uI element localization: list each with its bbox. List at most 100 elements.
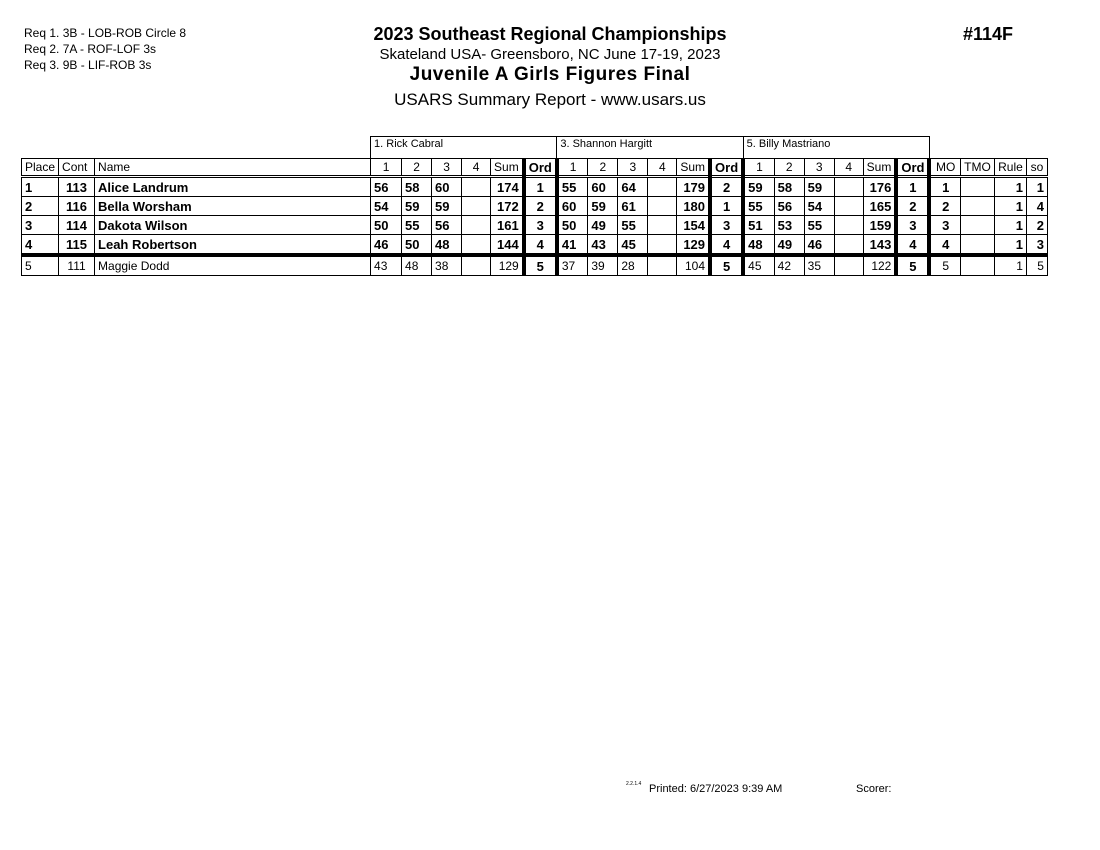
col-judge-1: 1 [556, 158, 589, 178]
table-row: 1 113 Alice Landrum 56 58 60 174 1 55 60 64 179 2 59 5… [20, 176, 1048, 197]
ordinal-cell: 5 [894, 253, 932, 276]
score-cell: 41 [556, 234, 589, 256]
score-cell [833, 176, 864, 197]
score-cell: 58 [773, 176, 805, 197]
col-judge-ord: Ord [521, 158, 559, 178]
place-cell: 5 [20, 253, 60, 276]
col-judge-2: 2 [773, 158, 805, 178]
score-cell: 38 [431, 253, 463, 276]
tmo-cell [959, 176, 995, 197]
score-cell: 58 [401, 176, 433, 197]
scorer-label: Scorer: [856, 783, 892, 795]
score-cell: 64 [617, 176, 649, 197]
col-judge-1: 1 [742, 158, 775, 178]
skater-name: Maggie Dodd [94, 253, 372, 276]
score-cell: 56 [773, 196, 805, 216]
col-rule: Rule [993, 158, 1027, 178]
score-cell: 48 [401, 253, 433, 276]
score-cell: 46 [370, 234, 403, 256]
sum-cell: 144 [490, 234, 525, 256]
ordinal-cell: 5 [521, 253, 559, 276]
col-judge-3: 3 [431, 158, 463, 178]
table-row: 5 111 Maggie Dodd 43 48 38 129 5 37 39 28 104 5 45 42 3… [20, 253, 1048, 276]
score-cell [461, 215, 492, 235]
event-title: Juvenile A Girls Figures Final [409, 64, 691, 85]
cont-cell: 114 [58, 215, 96, 235]
score-cell [647, 234, 678, 256]
col-judge-1: 1 [370, 158, 403, 178]
score-cell: 56 [370, 176, 403, 197]
so-cell: 3 [1025, 234, 1048, 256]
score-cell: 60 [431, 176, 463, 197]
so-cell: 2 [1025, 215, 1048, 235]
sum-cell: 129 [676, 234, 711, 256]
score-cell: 50 [401, 234, 433, 256]
place-cell: 3 [20, 215, 60, 235]
sum-cell: 122 [862, 253, 897, 276]
skater-name: Alice Landrum [94, 176, 372, 197]
col-judge-sum: Sum [490, 158, 525, 178]
col-judge-sum: Sum [862, 158, 897, 178]
judge-name: 1. Rick Cabral [370, 136, 558, 159]
col-place: Place [20, 158, 60, 178]
score-cell [833, 215, 864, 235]
sum-cell: 179 [676, 176, 711, 197]
place-cell: 4 [20, 234, 60, 256]
sum-cell: 165 [862, 196, 897, 216]
cont-cell: 115 [58, 234, 96, 256]
cont-cell: 111 [58, 253, 96, 276]
col-cont: Cont [58, 158, 96, 178]
score-cell: 55 [556, 176, 589, 197]
col-mo: MO [928, 158, 961, 178]
score-cell [461, 176, 492, 197]
judge-header-row: 1. Rick Cabral 3. Shannon Hargitt 5. Billy… [22, 136, 1048, 159]
tmo-cell [959, 196, 995, 216]
skater-name: Dakota Wilson [94, 215, 372, 235]
ordinal-cell: 1 [521, 176, 559, 197]
score-cell: 28 [617, 253, 649, 276]
sum-cell: 180 [676, 196, 711, 216]
score-cell: 50 [556, 215, 589, 235]
mo-cell: 3 [928, 215, 961, 235]
tmo-cell [959, 234, 995, 256]
so-cell: 4 [1025, 196, 1048, 216]
rule-cell: 1 [993, 234, 1027, 256]
score-cell: 43 [370, 253, 403, 276]
col-judge-3: 3 [803, 158, 835, 178]
rule-cell: 1 [993, 253, 1027, 276]
score-cell: 56 [431, 215, 463, 235]
cont-cell: 113 [58, 176, 96, 197]
score-cell: 59 [587, 196, 619, 216]
so-cell: 1 [1025, 176, 1048, 197]
score-cell: 54 [803, 196, 835, 216]
score-cell: 55 [401, 215, 433, 235]
rule-cell: 1 [993, 176, 1027, 197]
col-judge-ord: Ord [894, 158, 932, 178]
ordinal-cell: 3 [894, 215, 932, 235]
col-judge-4: 4 [647, 158, 678, 178]
rule-cell: 1 [993, 215, 1027, 235]
so-cell: 5 [1025, 253, 1048, 276]
col-judge-sum: Sum [676, 158, 711, 178]
score-cell: 43 [587, 234, 619, 256]
table-row: 2 116 Bella Worsham 54 59 59 172 2 60 59 61 180 1 55 5… [20, 196, 1048, 216]
column-header-row: Place Cont Name 1 2 3 4 Sum Ord 1 2 3 4 Sum Ord 1 2 3 4 Sum… [20, 158, 1048, 178]
version-label: 2.2.1.4 [626, 781, 642, 787]
col-judge-2: 2 [401, 158, 433, 178]
requirements-list: Req 1. 3B - LOB-ROB Circle 8 Req 2. 7A -… [24, 25, 186, 73]
col-name: Name [94, 158, 372, 178]
competition-title: 2023 Southeast Regional Championships [373, 24, 727, 44]
score-cell [461, 196, 492, 216]
skater-name: Leah Robertson [94, 234, 372, 256]
judge-name: 3. Shannon Hargitt [556, 136, 744, 159]
ordinal-cell: 2 [521, 196, 559, 216]
report-title: USARS Summary Report - www.usars.us [394, 90, 706, 109]
table-row: 4 115 Leah Robertson 46 50 48 144 4 41 43 45 129 4 48… [20, 234, 1048, 256]
mo-cell: 4 [928, 234, 961, 256]
sum-cell: 143 [862, 234, 897, 256]
requirement: Req 2. 7A - ROF-LOF 3s [24, 42, 157, 56]
score-cell [647, 196, 678, 216]
ordinal-cell: 4 [521, 234, 559, 256]
score-cell: 55 [742, 196, 775, 216]
